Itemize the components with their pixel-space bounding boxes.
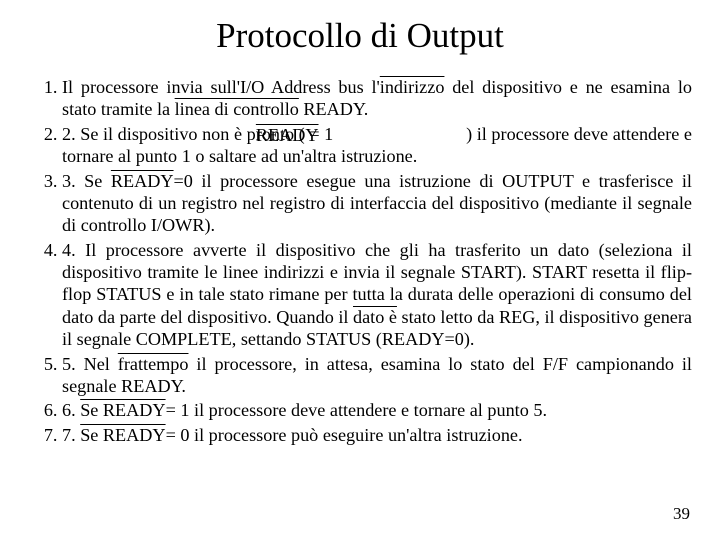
item-6: 6. Se READY= 1 il processore deve attend… — [62, 399, 692, 421]
text: 2. Se il dispositivo non è pro — [62, 124, 271, 144]
protocol-list: Il processore invia sull'I/O Address bus… — [28, 76, 692, 446]
overline-word: Se READY — [80, 425, 165, 445]
text: 5. Nel — [62, 354, 118, 374]
overlay: nto (READY — [271, 124, 305, 144]
text: 6. — [62, 400, 80, 420]
text: Il processore invia sull'I/O Address bus… — [62, 77, 380, 97]
slide-title: Protocollo di Output — [28, 16, 692, 56]
ready-word: READY — [303, 99, 363, 119]
item-7: 7. Se READY= 0 il processore può eseguir… — [62, 424, 692, 446]
text: 7. — [62, 425, 80, 445]
over-ready: READY — [256, 124, 319, 146]
overline-word: Se READY — [80, 400, 165, 420]
page-number: 39 — [673, 504, 690, 524]
overline-word: frattempo — [118, 354, 189, 374]
overline-word: linea di controllo — [175, 99, 299, 119]
spacer — [333, 124, 466, 144]
text: 3. Se — [62, 171, 111, 191]
item-5: 5. Nel frattempo il processore, in attes… — [62, 353, 692, 398]
slide: Protocollo di Output Il processore invia… — [0, 0, 720, 540]
text: . — [364, 99, 369, 119]
item-3: 3. Se READY=0 il processore esegue una i… — [62, 170, 692, 237]
ready-word: READY — [111, 171, 174, 191]
overline-word: dato è — [353, 307, 397, 327]
item-4: 4. Il processore avverte il dispositivo … — [62, 239, 692, 351]
text: = 1 il processore deve attendere e torna… — [166, 400, 547, 420]
overline-word: indirizzo — [380, 77, 445, 97]
text: = 0 il processore può eseguire un'altra … — [166, 425, 523, 445]
item-2: 2. Se il dispositivo non è pronto (READY… — [62, 123, 692, 168]
item-1: Il processore invia sull'I/O Address bus… — [62, 76, 692, 121]
